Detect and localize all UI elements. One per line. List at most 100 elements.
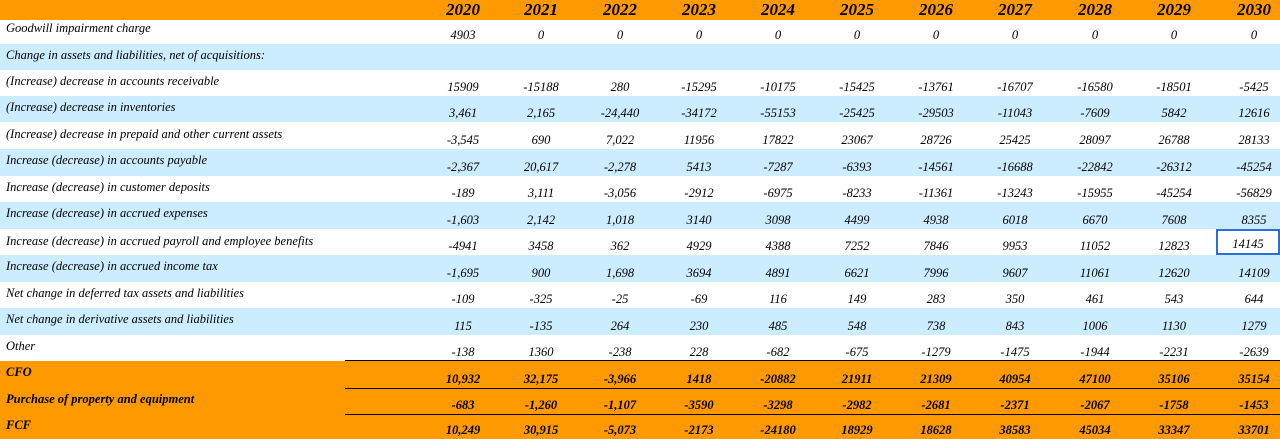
table-cell[interactable]: -15955 (1077, 186, 1113, 200)
table-cell[interactable]: -13243 (997, 186, 1033, 200)
table-cell[interactable]: -16688 (997, 160, 1033, 174)
table-cell[interactable]: -1,603 (446, 213, 480, 227)
table-cell[interactable]: -18501 (1156, 80, 1192, 94)
table-cell[interactable]: 10,932 (445, 372, 481, 386)
table-cell[interactable]: -10175 (760, 80, 796, 94)
table-cell[interactable]: 28726 (920, 133, 952, 147)
table-cell[interactable]: -682 (766, 345, 790, 359)
row-label[interactable]: Increase (decrease) in customer deposits (6, 180, 210, 194)
table-cell[interactable]: 3140 (686, 213, 712, 227)
year-header-2027[interactable]: 2027 (998, 0, 1032, 19)
table-cell[interactable]: 8355 (1241, 213, 1267, 227)
table-cell[interactable]: 7608 (1161, 213, 1187, 227)
table-cell[interactable]: 21911 (841, 372, 873, 386)
table-cell[interactable]: 18628 (920, 423, 952, 437)
row-label[interactable]: Purchase of property and equipment (6, 392, 195, 406)
table-cell[interactable]: -1453 (1239, 398, 1269, 412)
table-cell[interactable]: 32,175 (523, 372, 559, 386)
table-cell[interactable]: 7996 (923, 266, 949, 280)
table-cell[interactable]: -24180 (760, 423, 796, 437)
table-cell[interactable]: 116 (769, 292, 787, 306)
table-cell[interactable]: 0 (695, 28, 703, 42)
table-cell[interactable]: -5,073 (603, 423, 637, 437)
table-cell[interactable]: -3,056 (603, 186, 637, 200)
table-cell[interactable]: -5425 (1239, 80, 1269, 94)
table-cell[interactable]: -2912 (684, 186, 714, 200)
table-cell[interactable]: -25425 (839, 106, 875, 120)
row-label[interactable]: FCF (6, 418, 32, 432)
table-cell[interactable]: -1,695 (446, 266, 480, 280)
row-label[interactable]: Increase (decrease) in accrued payroll a… (6, 234, 314, 248)
table-cell[interactable]: -16707 (997, 80, 1033, 94)
table-cell[interactable]: -2982 (842, 398, 872, 412)
row-label[interactable]: Increase (decrease) in accounts payable (6, 153, 208, 167)
table-cell[interactable]: -24,440 (600, 106, 640, 120)
row-label[interactable]: (Increase) decrease in accounts receivab… (6, 74, 220, 88)
table-cell[interactable]: 228 (689, 345, 709, 359)
table-cell[interactable]: 0 (616, 28, 624, 42)
table-cell[interactable]: -7287 (763, 160, 793, 174)
table-cell[interactable]: -2,367 (446, 160, 480, 174)
table-cell[interactable]: -3298 (763, 398, 793, 412)
table-cell[interactable]: -56829 (1236, 186, 1272, 200)
table-cell[interactable]: 3458 (528, 239, 554, 253)
year-header-2022[interactable]: 2022 (603, 0, 637, 19)
table-cell[interactable]: -11043 (997, 106, 1033, 120)
table-cell[interactable]: 17822 (762, 133, 794, 147)
table-cell[interactable]: -45254 (1236, 160, 1272, 174)
table-cell[interactable]: 543 (1164, 292, 1184, 306)
table-cell[interactable]: 115 (454, 319, 472, 333)
table-cell[interactable]: 3,461 (448, 106, 478, 120)
table-cell[interactable]: 1,698 (605, 266, 635, 280)
table-cell[interactable]: -29503 (918, 106, 954, 120)
table-cell[interactable]: 1360 (528, 345, 554, 359)
table-cell[interactable]: 1,018 (605, 213, 635, 227)
table-cell[interactable]: -15295 (681, 80, 717, 94)
table-cell[interactable]: 11061 (1079, 266, 1111, 280)
table-cell[interactable]: 0 (774, 28, 782, 42)
table-cell[interactable]: 7252 (844, 239, 870, 253)
table-cell[interactable]: 0 (1170, 28, 1178, 42)
table-cell[interactable]: 6621 (844, 266, 870, 280)
table-cell[interactable]: 23067 (841, 133, 873, 147)
table-cell[interactable]: -22842 (1077, 160, 1113, 174)
row-label[interactable]: Other (6, 339, 36, 353)
table-cell[interactable]: -2681 (921, 398, 951, 412)
table-cell[interactable]: -25 (611, 292, 629, 306)
table-cell[interactable]: 21309 (920, 372, 952, 386)
table-cell[interactable]: -1,107 (603, 398, 637, 412)
table-cell[interactable]: -1944 (1080, 345, 1110, 359)
table-cell[interactable]: 9953 (1002, 239, 1028, 253)
table-cell[interactable]: 3098 (765, 213, 791, 227)
row-label[interactable]: Increase (decrease) in accrued expenses (6, 206, 208, 220)
table-cell[interactable]: 1130 (1161, 319, 1187, 333)
table-cell[interactable]: 25425 (999, 133, 1031, 147)
table-cell[interactable]: 14109 (1238, 266, 1270, 280)
table-cell[interactable]: 843 (1005, 319, 1025, 333)
table-cell[interactable]: 7,022 (605, 133, 635, 147)
year-header-2026[interactable]: 2026 (919, 0, 953, 19)
table-cell[interactable]: 0 (932, 28, 940, 42)
table-cell[interactable]: 35106 (1158, 372, 1190, 386)
table-cell[interactable]: 0 (1250, 28, 1258, 42)
table-cell[interactable]: 280 (610, 80, 630, 94)
table-cell[interactable]: -2371 (1000, 398, 1030, 412)
table-cell[interactable]: 900 (531, 266, 551, 280)
row-label[interactable]: CFO (6, 365, 32, 379)
table-cell[interactable]: 33701 (1238, 423, 1270, 437)
table-cell[interactable]: 4938 (923, 213, 949, 227)
table-cell[interactable]: 28097 (1079, 133, 1111, 147)
table-cell[interactable]: 690 (531, 133, 551, 147)
table-cell[interactable]: -1475 (1000, 345, 1030, 359)
table-cell[interactable]: -325 (529, 292, 553, 306)
table-cell[interactable]: -135 (529, 319, 553, 333)
year-header-2023[interactable]: 2023 (682, 0, 716, 19)
table-cell[interactable]: 4903 (450, 28, 476, 42)
table-cell[interactable]: -13761 (918, 80, 954, 94)
table-cell[interactable]: -189 (451, 186, 475, 200)
table-cell[interactable]: 10,249 (445, 423, 481, 437)
table-cell[interactable]: -34172 (681, 106, 717, 120)
table-cell[interactable]: 264 (610, 319, 630, 333)
table-cell[interactable]: -8233 (842, 186, 872, 200)
table-cell[interactable]: 149 (847, 292, 867, 306)
